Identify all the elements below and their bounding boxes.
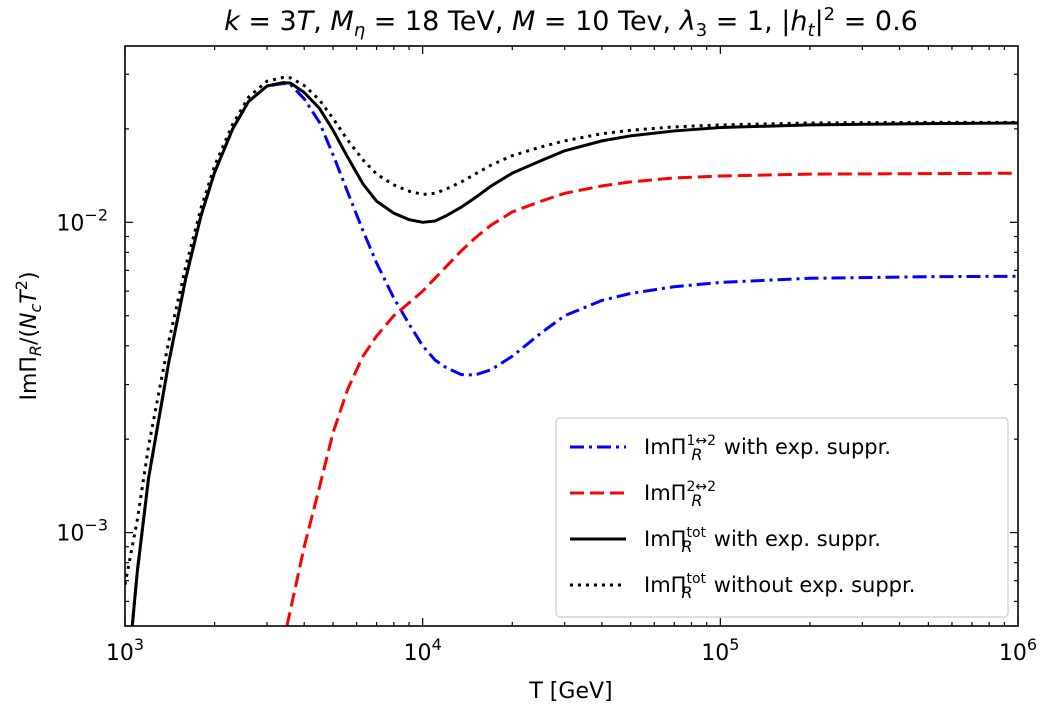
x-tick-label: 105 [701, 635, 739, 666]
legend-item-4: ImΠtot R without exp. suppr. [570, 571, 915, 602]
legend-box [555, 417, 1009, 618]
plot-frame [124, 45, 1019, 627]
series-layer [125, 75, 1018, 626]
y-tick-label: 10−3 [56, 516, 108, 547]
legend-label: ImΠ1↔2 R with exp. suppr. [644, 433, 891, 464]
x-tick-label: 106 [999, 635, 1037, 666]
x-tick-label: 104 [404, 635, 442, 666]
x-axis-label: T [GeV] [528, 679, 612, 704]
series-line-2 [285, 171, 1018, 626]
chart-title: k = 3T, Mη = 18 TeV, M = 10 Tev, λ3 = 1,… [224, 4, 918, 41]
legend-item-1: ImΠ1↔2 R with exp. suppr. [570, 433, 891, 464]
legend: ImΠ1↔2 R with exp. suppr. ImΠ2↔2 R ImΠtot R w… [555, 417, 1009, 618]
series-line-4 [125, 75, 1018, 585]
legend-label: ImΠtot R with exp. suppr. [644, 525, 881, 556]
tick-labels: 103 104 105 106 10−3 10−2 [56, 205, 1037, 666]
legend-label: ImΠ2↔2 R [644, 479, 716, 510]
legend-item-3: ImΠtot R with exp. suppr. [570, 525, 881, 556]
x-tick-label: 103 [106, 635, 144, 666]
legend-label: ImΠtot R without exp. suppr. [644, 571, 915, 602]
legend-item-2: ImΠ2↔2 R [570, 479, 716, 510]
y-tick-label: 10−2 [56, 205, 108, 236]
series-line-3 [130, 81, 1018, 626]
y-axis-label: ImΠR/(NcT2) [12, 271, 45, 400]
